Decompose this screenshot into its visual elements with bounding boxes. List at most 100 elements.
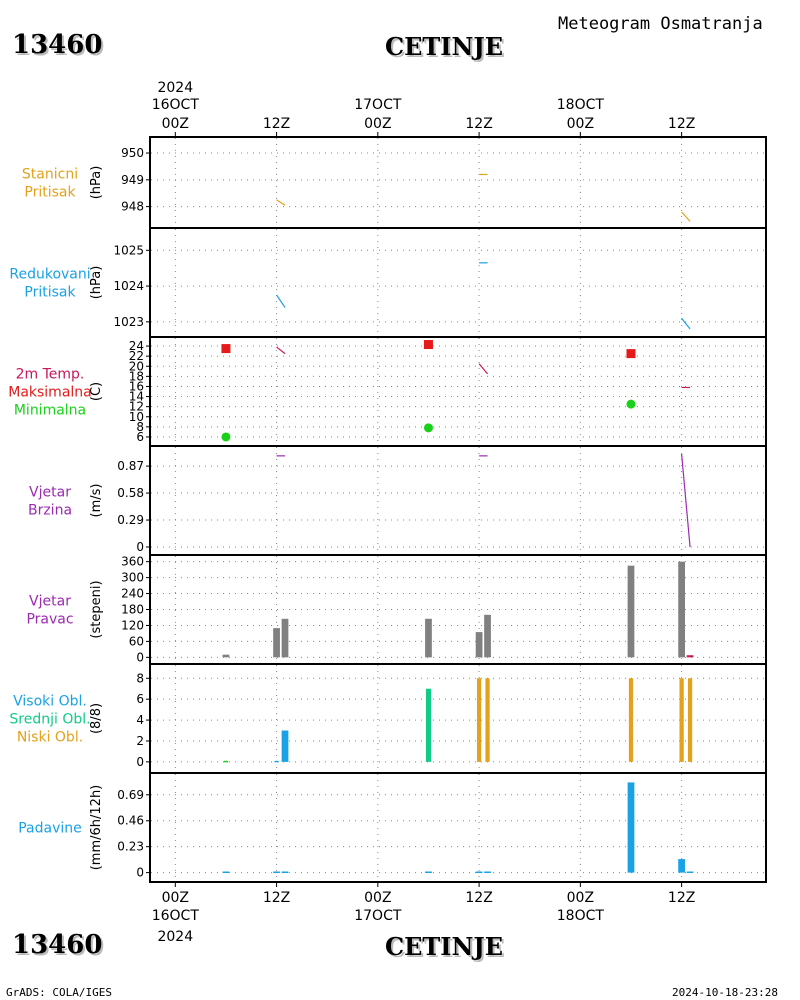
series-segment-3-0-2 <box>681 453 691 548</box>
top-date-label-2: 17OCT <box>354 97 402 113</box>
panel-frame-6 <box>149 772 767 883</box>
bar-4-8 <box>686 655 694 658</box>
panel-title-5-0: Visoki Obl. <box>13 694 87 710</box>
panel-title-1-0: Redukovani <box>9 267 90 283</box>
bar-6-1 <box>273 871 280 873</box>
bottom-date-label-4: 18OCT <box>557 908 605 924</box>
bottom-hour-label-2: 00Z <box>364 890 391 906</box>
bar-4-5 <box>484 614 491 658</box>
bottom-date-label-0: 16OCT <box>152 908 200 924</box>
bar-6-2 <box>281 871 289 873</box>
bar-4-3 <box>425 618 432 658</box>
ytick-label-0-2: 950 <box>121 146 144 160</box>
bar-5-5 <box>485 678 490 762</box>
bottom-hour-label-0: 00Z <box>162 890 189 906</box>
bottom-hour-label-4: 00Z <box>567 890 594 906</box>
max-temp-marker-1 <box>423 340 433 350</box>
panel-ylabel-2: (C) <box>89 382 104 401</box>
panel-title-5-2: Niski Obl. <box>17 730 83 746</box>
series-segment-1-0-2 <box>681 317 691 330</box>
ytick-label-4-0: 0 <box>136 650 144 664</box>
ytick-label-6-2: 0.46 <box>117 814 144 828</box>
panel-ylabel-3: (m/s) <box>89 484 104 518</box>
bar-6-3 <box>425 871 432 873</box>
bar-5-0 <box>223 760 229 763</box>
panel-title-0-0: Stanicni <box>22 167 78 183</box>
meteogram-subtitle: Meteogram Osmatranja <box>558 14 763 34</box>
station-name: CETINJE <box>385 32 504 61</box>
ytick-label-1-1: 1024 <box>113 279 144 293</box>
ytick-label-2-6: 18 <box>129 369 144 383</box>
panel-title-5-1: Srednji Obl. <box>9 712 90 728</box>
top-hour-label-4: 00Z <box>567 116 594 132</box>
bar-6-0 <box>222 871 230 873</box>
ytick-label-4-5: 300 <box>121 571 144 585</box>
panel-title-3-1: Brzina <box>28 503 72 519</box>
bar-4-1 <box>273 628 280 658</box>
bar-4-6 <box>627 565 635 658</box>
bar-5-1 <box>274 760 279 763</box>
panel-title-4-0: Vjetar <box>29 594 71 610</box>
top-date-label-0: 16OCT <box>152 97 200 113</box>
ytick-label-2-1: 8 <box>136 420 144 434</box>
panel-frame-1 <box>149 227 767 338</box>
ytick-label-5-3: 6 <box>136 692 144 706</box>
render-timestamp: 2024-10-18-23:28 <box>672 986 778 999</box>
ytick-label-5-0: 0 <box>136 755 144 769</box>
panel-frame-5 <box>149 663 767 774</box>
panel-title-6-0: Padavine <box>18 821 82 837</box>
ytick-label-5-1: 2 <box>136 734 144 748</box>
ytick-label-6-3: 0.69 <box>117 788 144 802</box>
panel-ylabel-0: (hPa) <box>89 166 104 200</box>
footer-station-name: CETINJE <box>385 932 504 961</box>
panel-title-0-1: Pritisak <box>24 185 76 201</box>
ytick-label-4-3: 180 <box>121 603 144 617</box>
panel-frame-2 <box>149 336 767 447</box>
ytick-label-3-3: 0.87 <box>117 459 144 473</box>
top-hour-label-5: 12Z <box>668 116 695 132</box>
panel-frame-3 <box>149 445 767 556</box>
max-temp-marker-2 <box>626 349 636 359</box>
ytick-label-2-7: 20 <box>129 359 144 373</box>
top-year-label: 2024 <box>157 80 193 96</box>
ytick-label-2-0: 6 <box>136 430 144 444</box>
ytick-label-4-6: 360 <box>121 555 144 569</box>
ytick-label-2-5: 16 <box>129 379 144 393</box>
panel-title-4-1: Pravac <box>26 612 73 628</box>
ytick-label-6-0: 0 <box>136 866 144 880</box>
station-id: 13460 <box>12 30 103 60</box>
bar-5-6 <box>628 678 634 762</box>
ytick-label-0-1: 949 <box>121 173 144 187</box>
min-temp-marker-5 <box>626 399 636 409</box>
bar-6-6 <box>627 782 635 873</box>
series-segment-0-0-0 <box>276 199 286 206</box>
ytick-label-4-2: 120 <box>121 618 144 632</box>
series-segment-2-0-1 <box>478 363 488 375</box>
panel-ylabel-4: (stepeni) <box>89 580 104 638</box>
ytick-label-6-1: 0.23 <box>117 840 144 854</box>
bottom-hour-label-1: 12Z <box>263 890 290 906</box>
panel-ylabel-1: (hPa) <box>89 266 104 300</box>
ytick-label-2-9: 24 <box>129 339 144 353</box>
panel-title-1-1: Pritisak <box>24 285 76 301</box>
bar-4-2 <box>281 618 289 658</box>
bar-5-3 <box>425 688 431 762</box>
panel-ylabel-5: (8/8) <box>89 703 104 734</box>
bar-5-2 <box>281 730 289 762</box>
bar-6-8 <box>686 871 694 873</box>
bar-4-7 <box>678 561 685 658</box>
bar-5-4 <box>476 678 482 762</box>
ytick-label-3-0: 0 <box>136 540 144 554</box>
bar-6-4 <box>475 871 483 873</box>
ytick-label-2-8: 22 <box>129 349 144 363</box>
ytick-label-4-1: 60 <box>129 634 144 648</box>
min-temp-marker-4 <box>423 423 433 433</box>
ytick-label-1-0: 1023 <box>113 315 144 329</box>
ytick-label-2-3: 12 <box>129 400 144 414</box>
bar-4-4 <box>475 632 483 658</box>
top-hour-label-2: 00Z <box>364 116 391 132</box>
panel-title-2-2: Minimalna <box>14 403 86 419</box>
ytick-label-3-2: 0.58 <box>117 486 144 500</box>
panel-title-2-0: 2m Temp. <box>16 367 85 383</box>
